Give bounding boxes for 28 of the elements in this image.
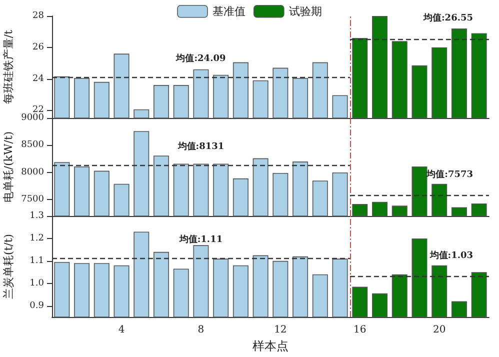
ref-line-label: 均值:1.03 <box>428 250 473 262</box>
x-tick-label: 16 <box>354 324 366 336</box>
y-tick-label: 8000 <box>21 167 44 178</box>
y-tick-label: 1.1 <box>30 256 44 266</box>
y-tick-label: 1.2 <box>30 233 44 244</box>
y-tick-label: 0.9 <box>30 300 44 311</box>
y-tick-label: 9000 <box>21 113 44 123</box>
y-tick-label: 26 <box>32 42 44 52</box>
y-tick-label: 7500 <box>21 194 44 205</box>
ref-line-label: 均值:26.55 <box>422 12 473 24</box>
y-axis-title: 每班硅铁产量/t <box>2 29 15 104</box>
ref-line-label: 均值:24.09 <box>175 52 226 64</box>
y-tick-label: 24 <box>32 74 44 84</box>
x-tick-label: 4 <box>118 324 125 336</box>
ref-line-label: 均值:8131 <box>176 140 224 152</box>
legend-label: 基准值 <box>212 4 246 18</box>
ref-line-label: 均值:1.11 <box>178 234 223 246</box>
y-tick-label: 8500 <box>21 140 44 150</box>
x-axis-title: 样本点 <box>252 338 288 353</box>
y-axis-title: 电单耗/(kW/t) <box>2 131 15 203</box>
x-tick-label: 20 <box>432 324 446 336</box>
legend-label: 试验期 <box>288 4 322 18</box>
y-axis-title: 兰炭单耗(t/t) <box>2 234 15 300</box>
y-tick-label: 28 <box>32 11 44 21</box>
x-tick-label: 12 <box>274 324 287 336</box>
y-tick-label: 1.3 <box>30 211 44 221</box>
y-tick-label: 1.0 <box>30 278 44 288</box>
x-tick-label: 8 <box>198 324 204 336</box>
